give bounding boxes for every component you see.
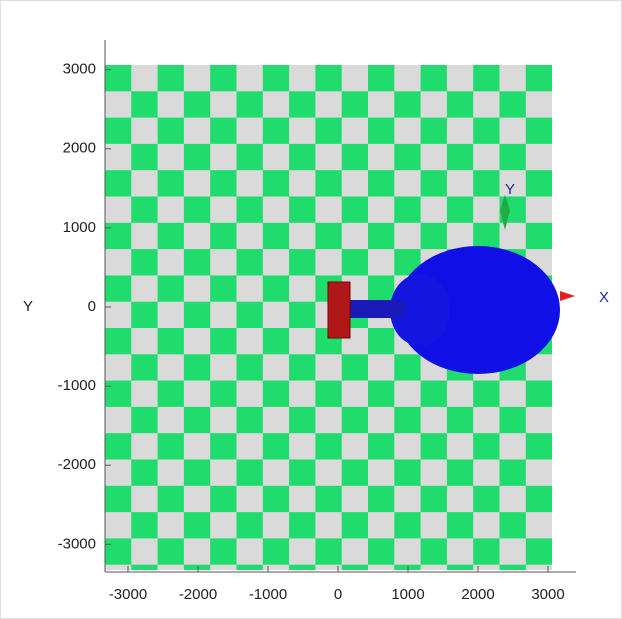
y-tick-label: 3000 <box>63 61 96 78</box>
y-tick-label: 1000 <box>63 219 96 236</box>
x-tick-label: 2000 <box>461 586 494 603</box>
y-tick-label: -2000 <box>58 456 96 473</box>
annotation: Y <box>505 181 515 198</box>
y-tick-label: -1000 <box>58 377 96 394</box>
x-tick-label: 3000 <box>531 586 564 603</box>
x-tick-label: -2000 <box>179 586 217 603</box>
x-tick-label: 0 <box>334 586 342 603</box>
annotation: X <box>599 289 609 306</box>
y-tick-label: -3000 <box>58 535 96 552</box>
x-tick-label: -1000 <box>249 586 287 603</box>
arm <box>345 300 405 318</box>
chart: -3000 -2000 -1000 0 1000 2000 3000 -3000 -2000 -1… <box>0 0 622 619</box>
base <box>328 282 350 338</box>
y-tick-label: 0 <box>88 298 96 315</box>
y-axis-label: Y <box>23 298 33 315</box>
y-tick-label: 2000 <box>63 140 96 157</box>
x-tick-label: -3000 <box>109 586 147 603</box>
x-tick-label: 1000 <box>391 586 424 603</box>
